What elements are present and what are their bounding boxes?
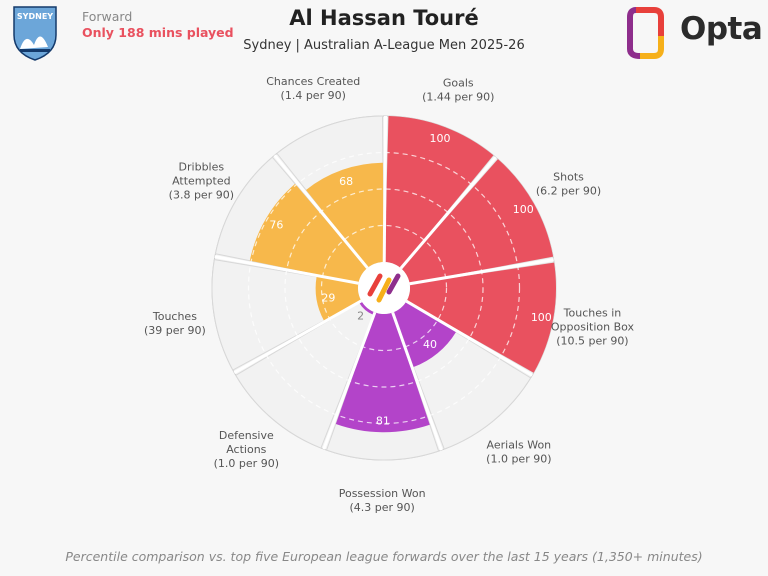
category-label-line: (6.2 per 90) [536,185,601,198]
value-label: 81 [376,414,390,427]
category-label-line: Possession Won [339,487,426,500]
opta-logo-icon [627,7,664,59]
category-label: Possession Won (4.3 per 90) [339,487,426,514]
player-name: Al Hassan Touré [289,6,479,30]
sector-separator [233,299,363,375]
value-label: 100 [531,311,552,324]
category-label-line: (1.44 per 90) [422,90,494,103]
category-label-line: Actions [226,443,266,456]
grid-circle [284,188,484,388]
category-label: Touches (39 per 90) [144,310,206,337]
player-position: Forward [82,9,133,24]
minutes-played-note: Only 188 mins played [82,25,234,40]
category-label-line: Chances Created [266,75,360,88]
svg-text:SYDNEY: SYDNEY [17,12,53,21]
bar-goals [384,116,494,268]
bar-possession-won [335,312,430,433]
category-label: Goals (1.44 per 90) [422,76,494,103]
bar-defensive [359,301,375,315]
sydney-fc-badge: SYDNEY [13,6,57,61]
category-label: Chances Created (1.4 per 90) [266,75,360,102]
bar-touches-in [406,262,556,373]
value-label: 40 [423,338,437,351]
bar-aerials-won [393,301,456,368]
grid-circle [320,224,448,352]
sector-separator [322,311,377,450]
value-label: 100 [430,132,451,145]
bar-touches [315,276,362,321]
category-label-line: Touches in [563,307,622,320]
value-label: 29 [321,291,335,304]
category-label: Aerials Won (1.0 per 90) [486,439,551,466]
bar-dribbles [249,183,368,283]
opta-brand-name: Opta [680,11,763,47]
category-label-line: (1.0 per 90) [214,457,279,470]
hub-stroke-red [367,273,383,297]
category-label: Dribbles Attempted (3.8 per 90) [169,160,234,201]
sector-separator [273,154,369,269]
value-label: 76 [269,219,283,232]
sector-separator [405,299,533,377]
chart-footnote: Percentile comparison vs. top five Europ… [65,549,703,564]
category-label-line: (39 per 90) [144,324,206,337]
chart-subtitle: Sydney | Australian A-League Men 2025-26 [243,38,525,53]
category-label-line: Goals [443,76,474,89]
category-label-line: Touches [152,310,197,323]
grid-circle [247,151,521,425]
category-label-line: (4.3 per 90) [349,501,414,514]
category-label-line: Attempted [172,174,231,187]
hub-stroke-purple [386,273,401,295]
sector-separator [399,156,497,270]
category-label-line: Aerials Won [487,439,552,452]
sector-separator [214,255,359,285]
category-label-line: (1.4 per 90) [281,89,346,102]
category-label-line: Dribbles [179,160,225,173]
value-label: 2 [357,309,364,322]
sector-separator [391,312,443,451]
category-label: Shots (6.2 per 90) [536,171,601,198]
hub-stroke-orange [376,277,392,303]
category-label: Defensive Actions (1.0 per 90) [214,429,279,470]
value-label: 68 [339,175,353,188]
category-label-line: (10.5 per 90) [556,335,628,348]
sector-separator [382,115,388,263]
category-label-line: Opposition Box [551,321,635,334]
category-label-line: (3.8 per 90) [169,188,234,201]
sector-separator [409,258,554,286]
bar-chances-created [306,162,384,268]
category-label-line: Shots [553,171,584,184]
category-label: Touches in Opposition Box (10.5 per 90) [551,307,635,348]
category-label-line: Defensive [219,429,274,442]
value-label: 100 [513,203,534,216]
category-label-line: (1.0 per 90) [486,453,551,466]
